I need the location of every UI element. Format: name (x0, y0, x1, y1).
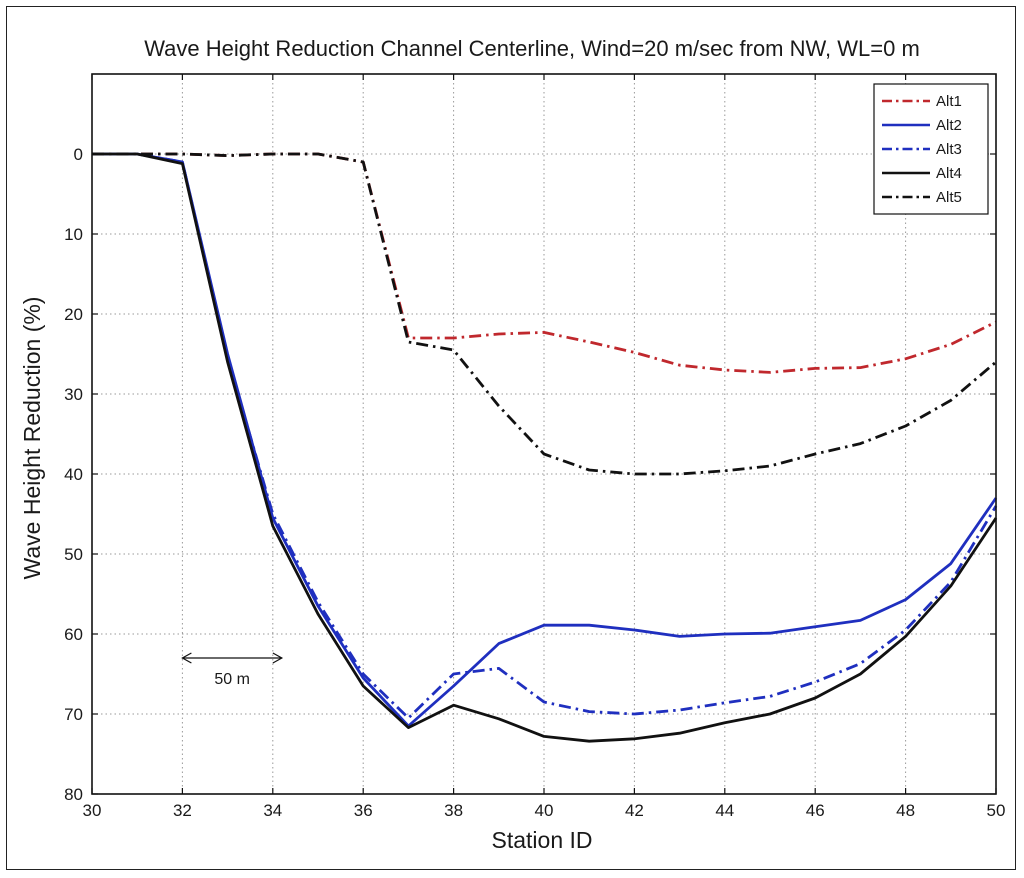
legend-label-alt1: Alt1 (936, 93, 962, 110)
x-tick-label: 30 (83, 801, 102, 820)
legend-label-alt5: Alt5 (936, 189, 962, 206)
x-tick-label: 42 (625, 801, 644, 820)
chart-title: Wave Height Reduction Channel Centerline… (144, 36, 920, 61)
y-tick-label: 10 (64, 225, 83, 244)
legend-label-alt3: Alt3 (936, 141, 962, 158)
legend-label-alt2: Alt2 (936, 117, 962, 134)
y-tick-label: 50 (64, 545, 83, 564)
annotation-arrowhead-right (272, 652, 284, 664)
x-tick-label: 40 (535, 801, 554, 820)
series-line-alt4 (92, 152, 998, 743)
distance-annotation: 50 m (181, 652, 284, 688)
x-tick-label: 38 (444, 801, 463, 820)
x-tick-label: 44 (715, 801, 734, 820)
series-layer (92, 152, 998, 743)
legend-box (873, 83, 989, 215)
x-axis-label: Station ID (492, 827, 593, 853)
series-line-alt5 (92, 152, 997, 476)
y-tick-label: 30 (64, 385, 83, 404)
legend-label-alt4: Alt4 (936, 165, 962, 182)
y-tick-label: 40 (64, 465, 83, 484)
x-tick-label: 46 (806, 801, 825, 820)
y-tick-label: 20 (64, 305, 83, 324)
x-tick-label: 50 (987, 801, 1006, 820)
x-tick-label: 48 (896, 801, 915, 820)
y-axis-label: Wave Height Reduction (%) (19, 297, 45, 580)
y-tick-label: 0 (74, 145, 83, 164)
annotation-label: 50 m (214, 671, 250, 688)
y-tick-label: 70 (64, 705, 83, 724)
series-line-alt3 (92, 152, 998, 720)
ticks: 30 32 34 36 38 40 42 44 46 48 50 0 10 20 30 40 50 60 70 80 (64, 74, 1005, 820)
legend: Alt1 Alt2 Alt3 Alt4 Alt5 (873, 83, 989, 215)
y-tick-label: 80 (64, 785, 83, 804)
y-tick-label: 60 (64, 625, 83, 644)
x-tick-label: 36 (354, 801, 373, 820)
x-tick-label: 32 (173, 801, 192, 820)
figure-frame (6, 6, 1016, 870)
x-tick-label: 34 (263, 801, 282, 820)
annotation-arrowhead-left (181, 652, 192, 664)
